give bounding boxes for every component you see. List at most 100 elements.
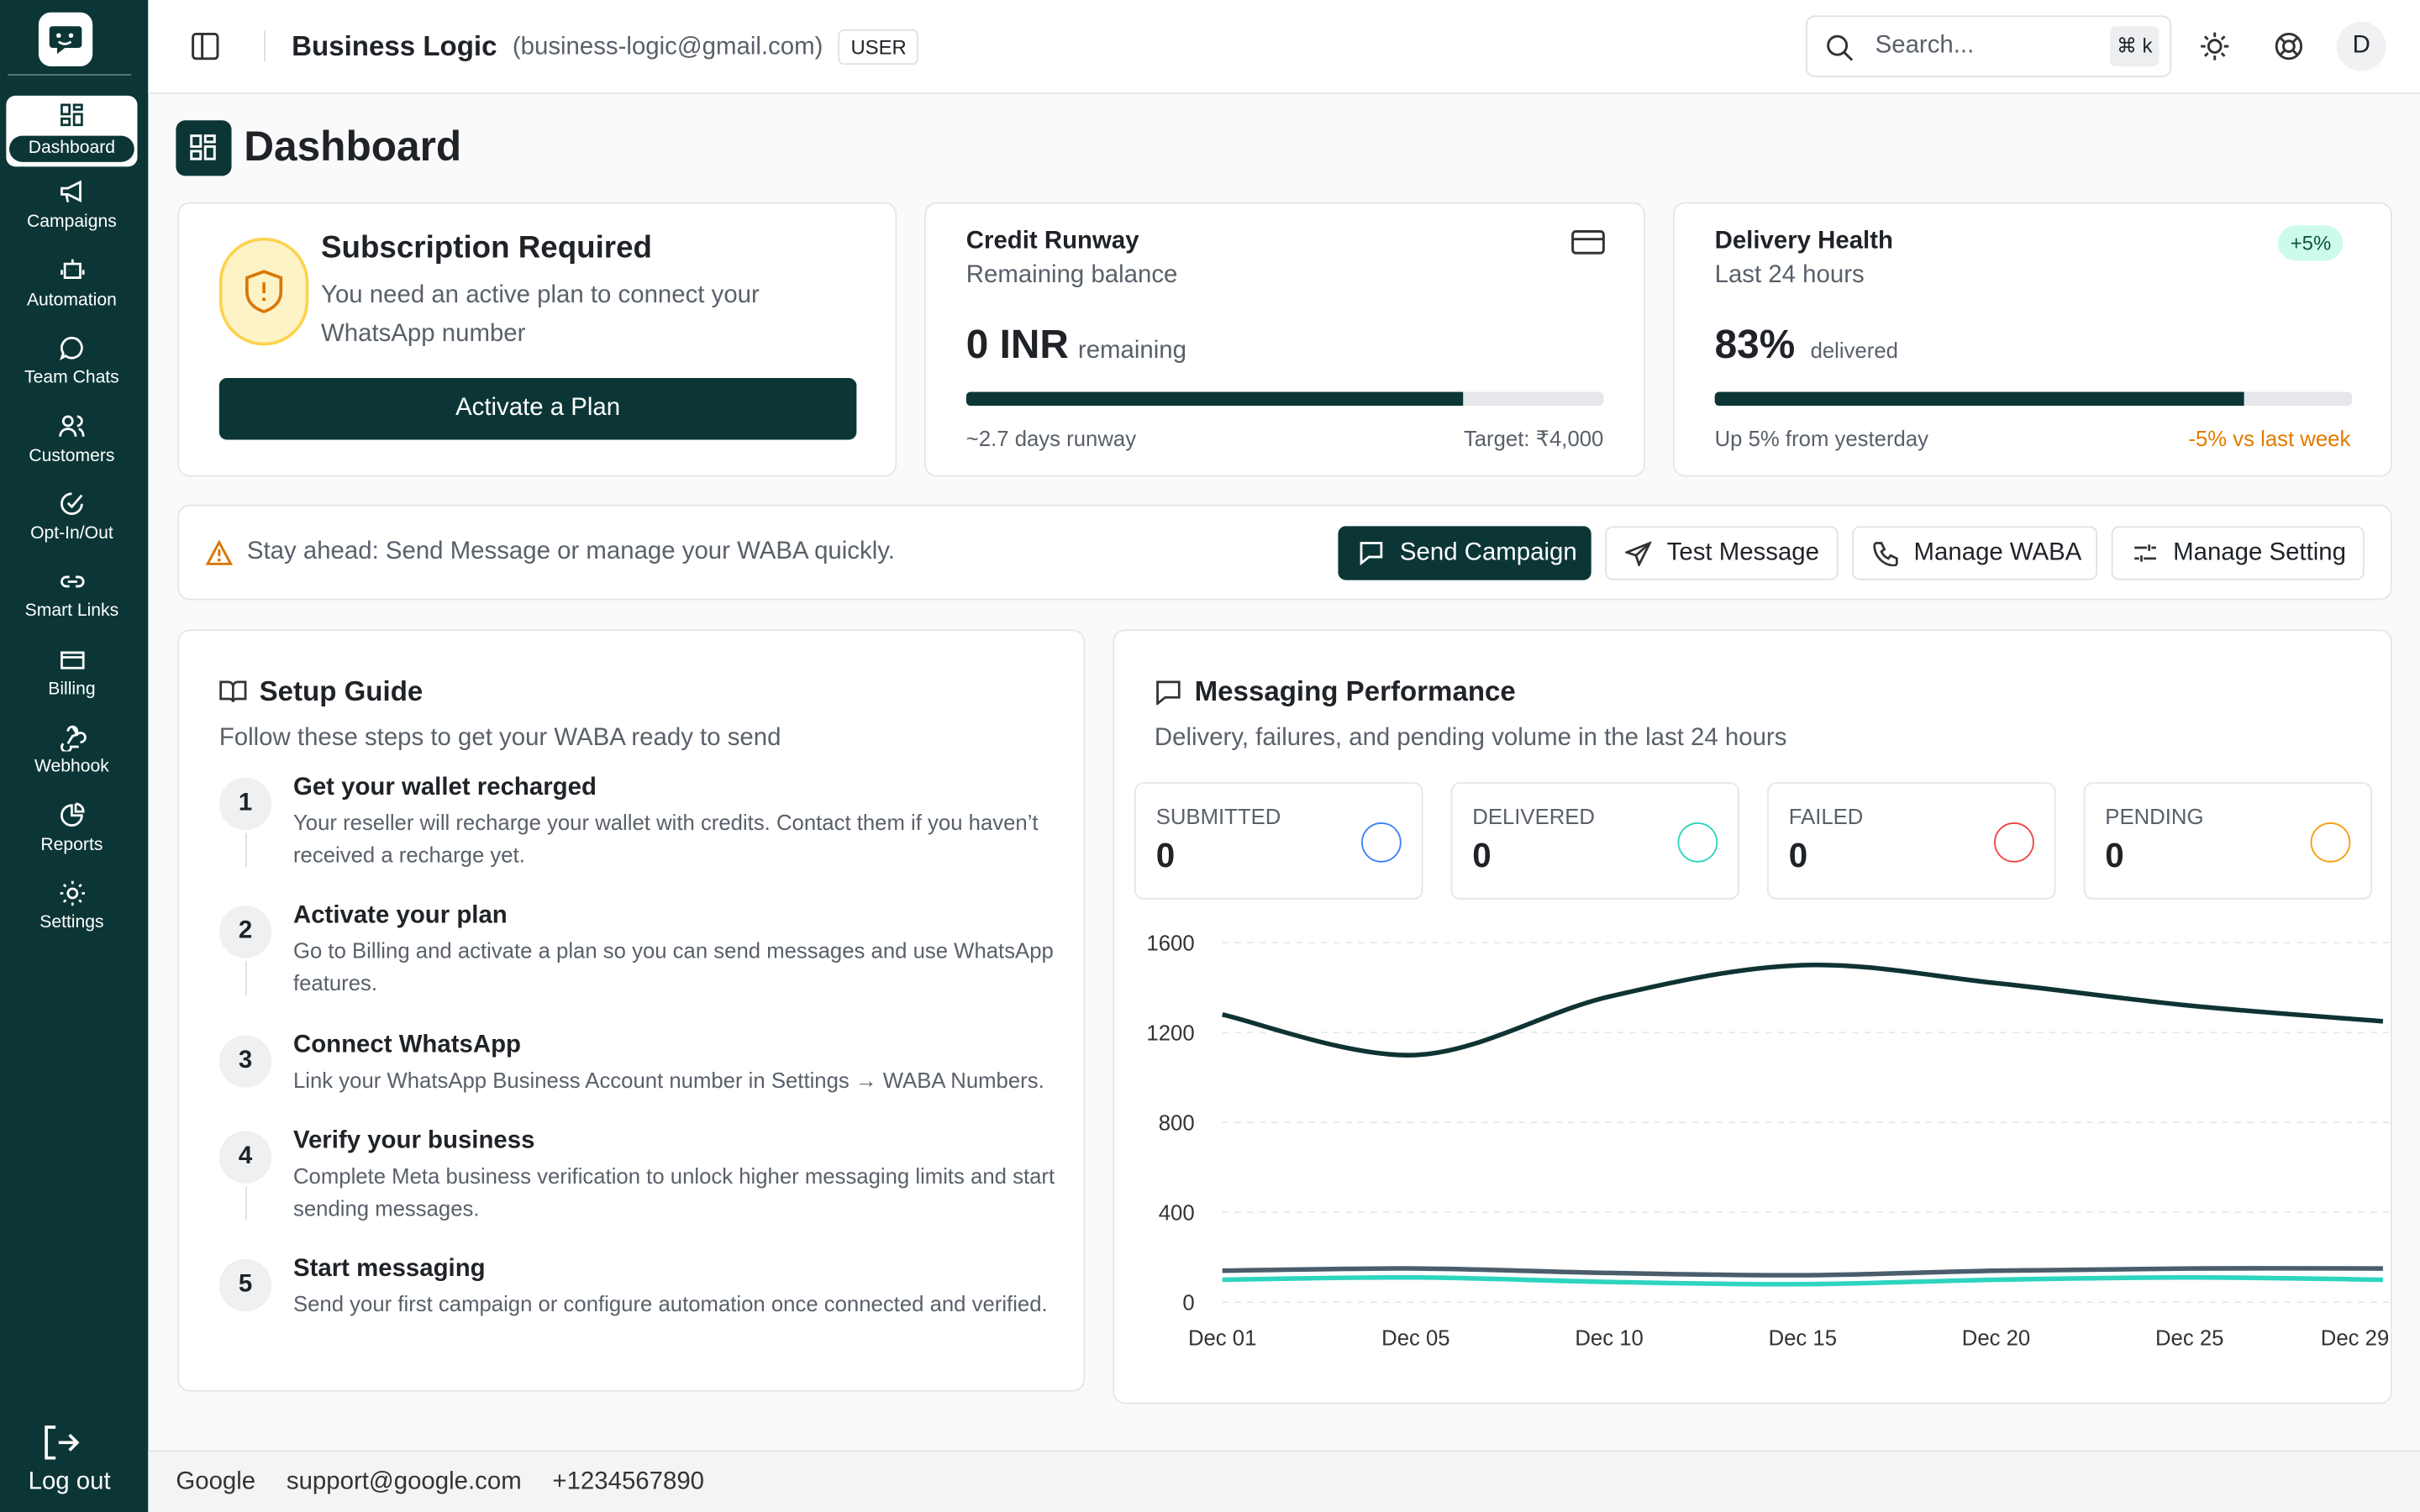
nav-item[interactable]: Team Chats [6,329,137,400]
nav-item[interactable]: Campaigns [6,173,137,244]
nav-icon [60,880,86,906]
nav-item[interactable]: Webhook [6,717,137,788]
search-icon [1827,34,1854,61]
nav-label: Campaigns [26,213,117,233]
step-connector [245,1186,247,1221]
nav-label: Team Chats [24,369,119,388]
icon-path [60,801,85,827]
x-tick-label: Dec 15 [1769,1327,1837,1351]
nav-item[interactable]: Settings [6,874,137,944]
nav-icon [60,103,83,127]
header: Business Logic (business-logic@gmail.com… [148,0,2420,95]
icon-path [1873,542,1898,567]
button-icon [1873,542,1898,567]
stat-value: 0 [1472,836,1491,875]
step-title: Activate your plan [292,902,508,929]
y-tick-label: 800 [1159,1111,1195,1135]
icon-path [1360,542,1383,566]
nav-item[interactable]: Customers [6,407,137,477]
icon-path [1625,541,1652,567]
icon-path [60,726,87,752]
card-subtitle: Delivery, failures, and pending volume i… [1154,725,1787,752]
performance-card: Messaging Performance Delivery, failures… [1113,629,2392,1404]
nav-label: Webhook [34,758,109,777]
sidebar-toggle[interactable] [192,32,219,60]
nav-label: Automation [26,291,117,310]
nav-item[interactable]: Billing [6,640,137,711]
icon-path [60,259,85,279]
card-title: Messaging Performance [1194,675,1516,707]
nav-item[interactable]: Opt-In/Out [6,485,137,555]
search[interactable]: Search... ⌘ k [1805,15,2172,77]
shield-icon [245,270,283,313]
card-title: Subscription Required [321,231,652,265]
activate-button[interactable]: Activate a Plan [218,378,857,440]
nav-item[interactable]: Dashboard [6,95,138,167]
nav-label: Billing [48,680,96,699]
icon-path [2134,544,2156,562]
step-title: Get your wallet recharged [292,774,597,801]
data-line [1222,1266,2383,1278]
step-title: Start messaging [292,1256,486,1283]
search-placeholder: Search... [1875,32,1975,59]
x-tick-label: Dec 20 [1962,1327,2030,1351]
logo [38,12,93,66]
button-label: Manage WABA [1913,538,2082,566]
nav-icon [60,576,85,589]
target: Target: ₹4,000 [1463,425,1604,451]
theme-toggle[interactable] [2199,31,2230,62]
nav-item[interactable]: Reports [6,795,137,866]
icon-path [60,880,86,906]
y-tick-label: 1600 [1146,932,1194,955]
quick-button[interactable]: Test Message [1605,526,1839,580]
card-title: Delivery Health [1714,228,1893,255]
icon-path [60,181,82,203]
rate: 83% delivered [1715,321,1898,369]
step-number: 3 [218,1035,272,1088]
stat-indicator [2310,822,2351,863]
button-label: Test Message [1666,538,1819,566]
nav-icon [60,726,87,752]
nav-icon [60,651,85,669]
nav-label: Smart Links [24,602,119,622]
avatar[interactable]: D [2336,21,2386,71]
nav-icon [59,414,85,437]
nav-item[interactable]: Automation [6,251,137,322]
warning-icon [205,539,234,565]
nav-item[interactable]: Smart Links [6,562,137,633]
quick-button[interactable]: Send Campaign [1338,526,1591,580]
y-tick-label: 0 [1182,1291,1194,1315]
logout[interactable]: Log out [28,1468,111,1495]
step-number: 1 [218,777,272,831]
x-tick-label: Dec 10 [1575,1327,1643,1351]
progress-track [1714,391,2353,407]
book-icon [219,680,247,702]
sidebar: Dashboard Campaigns Automation Team Chats Cu… [0,0,149,1512]
icon-path [60,576,85,589]
stat-card: FAILED 0 [1767,782,2056,900]
icon-path [60,337,83,361]
rate-value: 83% [1714,321,1796,368]
step-number: 5 [218,1258,272,1312]
card-title: Setup Guide [259,675,424,707]
role-badge: USER [838,29,919,66]
quick-button[interactable]: Manage WABA [1852,526,2098,580]
card-subtitle: Follow these steps to get your WABA read… [218,725,781,752]
y-tick-label: 400 [1159,1201,1195,1225]
divider [8,74,132,76]
stat-value: 0 [1155,836,1176,875]
button-icon [1625,541,1652,567]
step-text: Go to Billing and activate a plan so you… [292,937,1054,995]
step-number: 4 [218,1131,272,1184]
trend-up: Up 5% from yesterday [1714,425,1929,451]
setup-guide: Setup Guide Follow these steps to get yo… [177,629,1086,1392]
y-tick-label: 1200 [1146,1021,1194,1045]
help-button[interactable] [2274,31,2305,62]
trend-down: -5% vs last week [2188,425,2351,451]
rate-note: delivered [1810,338,1898,363]
progress-bar [965,391,1464,407]
quick-button[interactable]: Manage Setting [2111,526,2365,580]
footer-company: Google [176,1467,256,1494]
x-tick-label: Dec 05 [1381,1327,1449,1351]
